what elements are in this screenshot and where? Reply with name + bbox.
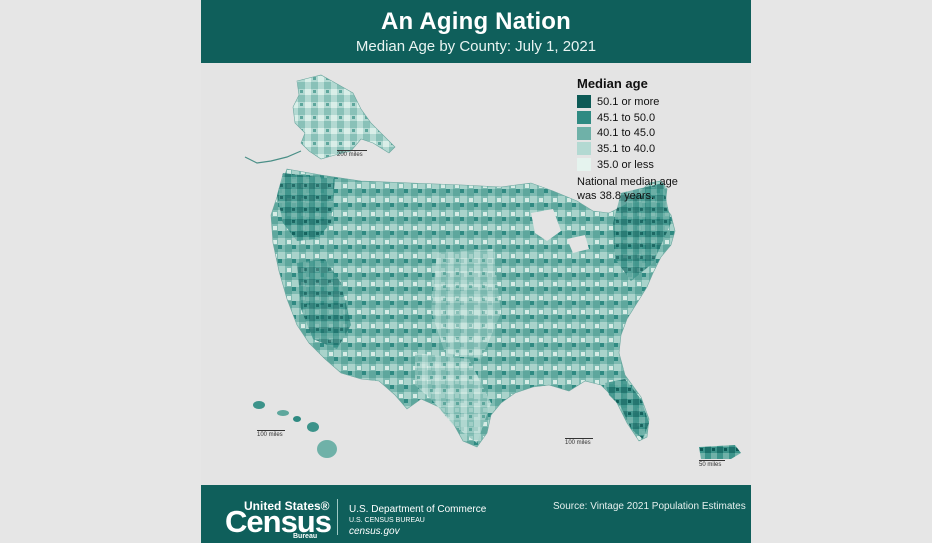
florida-shape [605,379,649,439]
western-interior-region [297,259,351,349]
legend-label: 40.1 to 45.0 [597,127,656,140]
pacific-northwest-region [277,173,335,241]
texas-region [415,353,491,443]
legend-swatch [577,158,591,172]
header-banner: An Aging Nation Median Age by County: Ju… [201,0,751,63]
mainland-scale: 100 miles [565,438,593,446]
bureau-name: U.S. CENSUS BUREAU [349,517,425,524]
page-title: An Aging Nation [380,8,572,35]
legend-label: 50.1 or more [597,95,660,108]
hawaii-shape [253,401,337,458]
census-logo-top: United States® [244,499,330,513]
source-note: Source: Vintage 2021 Population Estimate… [553,501,746,512]
plains-region [431,249,501,359]
national-median-note: National median age was 38.8 years. [577,176,678,202]
website-link[interactable]: census.gov [349,526,400,537]
northeast-region [613,183,671,281]
legend-label: 45.1 to 50.0 [597,111,656,124]
alaska-shape [292,74,396,160]
alaska-islands [244,150,302,164]
legend-item: 45.1 to 50.0 [577,110,747,126]
legend-item: 40.1 to 45.0 [577,125,747,141]
footer-banner: United States® Census Bureau U.S. Depart… [201,485,751,543]
census-logo-bottom: Bureau [293,533,318,540]
infographic-poster: An Aging Nation Median Age by County: Ju… [201,0,751,543]
map-legend: Median age 50.1 or more 45.1 to 50.0 40.… [577,76,747,172]
puerto-rico-shape [699,445,741,459]
legend-item: 35.1 to 40.0 [577,141,747,157]
legend-swatch [577,142,591,156]
department-name: U.S. Department of Commerce [349,504,487,515]
alaska-scale: 200 miles [337,150,367,158]
legend-swatch [577,95,591,109]
hawaii-scale: 100 miles [257,430,285,438]
legend-swatch [577,126,591,140]
legend-label: 35.0 or less [597,158,654,171]
page-subtitle: Median Age by County: July 1, 2021 [355,38,597,55]
legend-swatch [577,111,591,125]
census-logo[interactable]: Census [225,504,332,539]
legend-item: 50.1 or more [577,94,747,110]
us-county-map [244,74,741,459]
footer-divider [337,499,338,535]
legend-label: 35.1 to 40.0 [597,142,656,155]
great-lakes-water [531,209,589,253]
puerto-rico-scale: 50 miles [699,460,725,468]
legend-item: 35.0 or less [577,157,747,173]
legend-title: Median age [577,76,648,91]
